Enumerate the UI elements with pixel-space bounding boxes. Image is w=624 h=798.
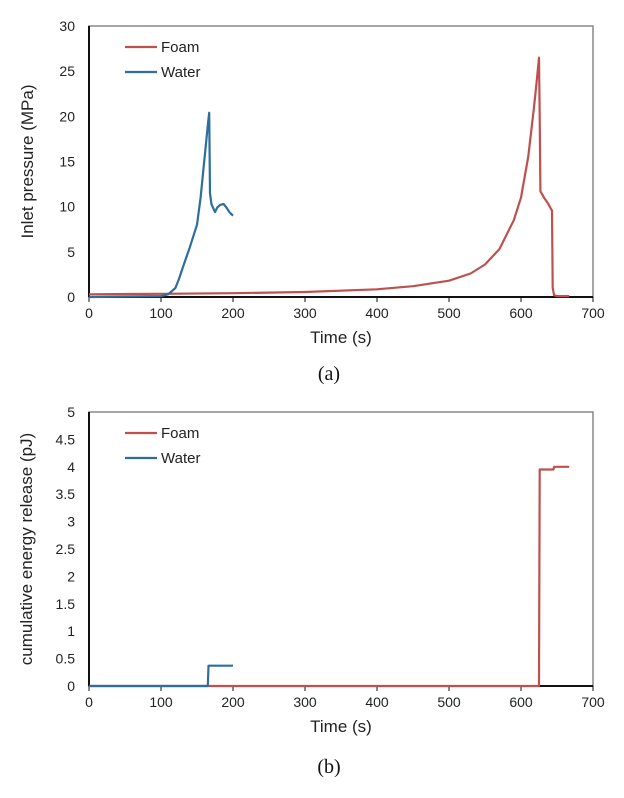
y-axis-label: cumulative energy release (pJ) — [17, 433, 36, 665]
y-tick-label: 1.5 — [56, 596, 76, 612]
series-foam — [89, 465, 570, 688]
y-tick-label: 0 — [67, 289, 75, 305]
y-tick-label: 15 — [59, 154, 75, 170]
legend-label-water: Water — [161, 64, 200, 81]
y-tick-label: 3 — [67, 514, 75, 530]
caption: (a) — [318, 363, 340, 385]
x-tick-label: 400 — [365, 305, 389, 321]
x-tick-label: 700 — [581, 305, 605, 321]
series-foam — [88, 56, 570, 298]
y-tick-label: 5 — [67, 404, 75, 420]
y-tick-label: 30 — [59, 18, 75, 34]
x-tick-label: 200 — [221, 305, 245, 321]
x-tick-label: 200 — [221, 694, 245, 710]
y-tick-label: 2.5 — [56, 541, 76, 557]
y-tick-label: 25 — [59, 63, 75, 79]
y-tick-label: 2 — [67, 568, 75, 584]
x-tick-label: 100 — [149, 305, 173, 321]
series-water — [88, 111, 234, 299]
x-tick-label: 500 — [437, 694, 461, 710]
y-tick-label: 10 — [59, 199, 75, 215]
x-tick-label: 600 — [509, 694, 533, 710]
legend-label-water: Water — [161, 450, 200, 467]
chart-a: 0 100 200 300 400 500 600 700 0 5 10 15 20 25 30 Time (… — [18, 18, 605, 385]
y-tick-label: 1 — [67, 623, 75, 639]
caption: (b) — [317, 756, 340, 778]
legend-label-foam: Foam — [161, 425, 199, 442]
x-axis-label: Time (s) — [310, 717, 372, 736]
y-tick-label: 0 — [67, 678, 75, 694]
x-tick-label: 700 — [581, 694, 605, 710]
x-tick-label: 500 — [437, 305, 461, 321]
x-tick-label: 400 — [365, 694, 389, 710]
x-tick-label: 300 — [293, 305, 317, 321]
x-tick-label: 300 — [293, 694, 317, 710]
legend-label-foam: Foam — [161, 39, 199, 56]
y-tick-label: 3.5 — [56, 486, 76, 502]
y-tick-label: 20 — [59, 108, 75, 124]
x-tick-label: 0 — [85, 305, 93, 321]
x-tick-label: 0 — [85, 694, 93, 710]
x-tick-label: 600 — [509, 305, 533, 321]
x-tick-label: 100 — [149, 694, 173, 710]
chart-b: 0 100 200 300 400 500 600 700 0 0.5 1 1.5 2 2.5 3 3.5 4 4… — [17, 404, 605, 778]
x-axis-label: Time (s) — [310, 328, 372, 347]
y-tick-label: 4 — [67, 459, 75, 475]
y-tick-label: 0.5 — [56, 651, 76, 667]
y-tick-label: 5 — [67, 244, 75, 260]
series-water — [89, 664, 233, 688]
y-axis-label: Inlet pressure (MPa) — [18, 85, 37, 239]
y-tick-label: 4.5 — [56, 431, 76, 447]
